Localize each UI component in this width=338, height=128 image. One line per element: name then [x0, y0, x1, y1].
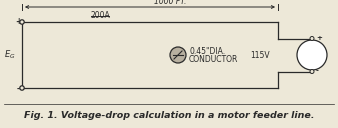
Text: 0.45"DIA.: 0.45"DIA.	[189, 46, 225, 56]
Text: $E_G$: $E_G$	[4, 49, 16, 61]
Text: -: -	[17, 84, 20, 93]
Text: 115V: 115V	[250, 51, 270, 60]
Text: CONDUCTOR: CONDUCTOR	[189, 55, 238, 63]
Text: 1000 FT.: 1000 FT.	[154, 0, 186, 6]
Circle shape	[310, 70, 314, 73]
Circle shape	[170, 47, 186, 63]
Circle shape	[20, 20, 24, 24]
Text: +: +	[316, 35, 322, 41]
Text: 200A: 200A	[90, 10, 110, 19]
Circle shape	[310, 36, 314, 40]
Text: -: -	[316, 68, 319, 74]
Text: Fig. 1. Voltage-drop calculation in a motor feeder line.: Fig. 1. Voltage-drop calculation in a mo…	[24, 110, 314, 120]
Circle shape	[297, 40, 327, 70]
Text: +: +	[15, 17, 21, 25]
Circle shape	[20, 86, 24, 90]
Text: MOTOR: MOTOR	[299, 52, 325, 57]
